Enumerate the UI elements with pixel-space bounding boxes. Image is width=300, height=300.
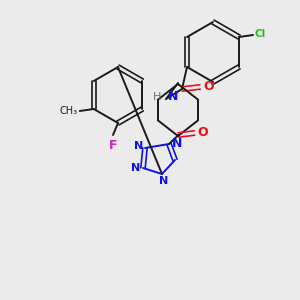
Text: H: H <box>153 92 161 102</box>
Text: Cl: Cl <box>255 29 266 39</box>
Text: N: N <box>134 141 144 151</box>
Text: O: O <box>203 80 214 92</box>
Text: N: N <box>168 91 178 103</box>
Text: F: F <box>109 139 117 152</box>
Text: O: O <box>197 125 208 139</box>
Text: CH₃: CH₃ <box>60 106 78 116</box>
Text: N: N <box>172 137 182 150</box>
Text: N: N <box>159 176 169 186</box>
Text: N: N <box>131 163 141 173</box>
